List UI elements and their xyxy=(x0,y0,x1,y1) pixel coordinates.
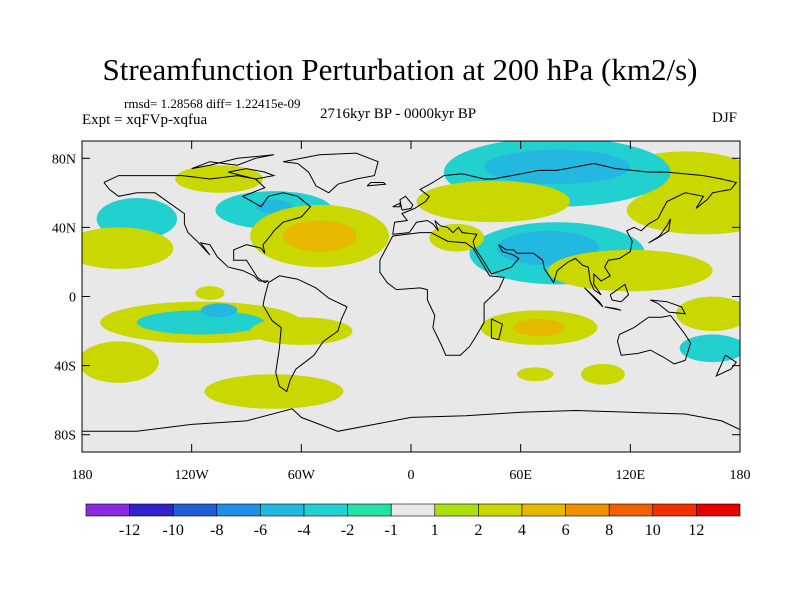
y-tick-label: 0 xyxy=(69,291,76,306)
coastline-5 xyxy=(379,232,505,356)
anomaly-region-24 xyxy=(513,318,565,337)
experiment-label: Expt = xqFVp-xqfua xyxy=(82,112,208,128)
anomaly-region-8 xyxy=(283,220,357,252)
colorbar-swatch xyxy=(608,503,654,517)
colorbar-swatch xyxy=(216,503,261,517)
anomaly-region-27 xyxy=(548,249,713,292)
colorbar-swatch xyxy=(172,503,218,517)
colorbar-label: -8 xyxy=(210,522,223,539)
colorbar-label: -2 xyxy=(341,522,354,539)
anomaly-region-21 xyxy=(204,374,344,409)
colorbar-label: 12 xyxy=(688,522,704,539)
coastline-8 xyxy=(584,287,604,308)
anomaly-region-15 xyxy=(429,223,485,252)
x-tick-label: 60E xyxy=(509,468,532,483)
colorbar-label: 10 xyxy=(645,522,661,539)
colorbar-swatch xyxy=(434,503,479,517)
coastline-19 xyxy=(228,168,276,180)
coastline-12 xyxy=(648,218,671,244)
coastline-4 xyxy=(392,162,738,296)
colorbar-label: 8 xyxy=(605,522,613,539)
colorbar-swatch xyxy=(521,503,566,517)
period-label: 2716kyr BP - 0000kyr BP xyxy=(320,106,477,122)
colorbar-label: 4 xyxy=(518,522,526,539)
anomaly-region-26 xyxy=(517,367,554,382)
x-tick-label: 120E xyxy=(616,468,646,483)
x-tick-label: 180 xyxy=(72,468,93,483)
colorbar-swatch xyxy=(85,503,130,517)
y-axis: 80N 40N 0 40S 80S xyxy=(52,152,740,444)
colorbar-swatch xyxy=(347,503,392,517)
rmsd-label: rmsd= 1.28568 diff= 1.22415e-09 xyxy=(124,96,301,111)
coastline-3 xyxy=(283,152,379,194)
x-tick-label: 0 xyxy=(408,468,415,483)
coastline-7 xyxy=(616,314,692,365)
x-axis: 180 120W 60W 0 60E 120E 180 xyxy=(72,141,751,483)
anomaly-region-19 xyxy=(200,303,238,318)
y-tick-label: 80S xyxy=(54,429,76,444)
y-tick-label: 40S xyxy=(54,360,76,375)
y-tick-label: 80N xyxy=(52,152,76,167)
coastline-15 xyxy=(715,354,738,378)
colorbar-swatch xyxy=(478,503,523,517)
anomaly-region-29 xyxy=(676,296,740,332)
colorbar-swatch xyxy=(565,503,610,517)
colorbar-label: -12 xyxy=(119,522,140,539)
anomaly-region-22 xyxy=(195,286,225,300)
anomaly-region-6 xyxy=(82,227,174,269)
colorbar-label: -10 xyxy=(163,522,184,539)
x-tick-label: 60W xyxy=(288,468,316,483)
chart-title: Streamfunction Perturbation at 200 hPa (… xyxy=(102,52,698,87)
anomaly-region-28 xyxy=(679,334,740,363)
coastline-1 xyxy=(103,175,312,284)
colorbar: -12 -10 -8 -6 -4 -2 -1 1 2 4 6 8 10 12 xyxy=(85,503,741,539)
colorbar-swatch xyxy=(303,503,348,517)
colorbar-swatch xyxy=(129,503,174,517)
anomaly-region-17 xyxy=(136,310,265,335)
coastline-11 xyxy=(650,299,687,315)
anomaly-region-25 xyxy=(580,363,625,385)
coastline-6 xyxy=(490,318,503,341)
colorbar-label: 1 xyxy=(431,522,439,539)
colorbar-swatch xyxy=(260,503,305,517)
colorbar-label: 6 xyxy=(562,522,570,539)
anomaly-region-20 xyxy=(82,341,159,383)
colorbar-swatch xyxy=(696,503,741,517)
colorbar-label: -4 xyxy=(297,522,310,539)
anomaly-region-11 xyxy=(416,180,571,223)
anomaly-region-18 xyxy=(250,317,353,345)
coastline-16 xyxy=(366,182,387,187)
coastline-10 xyxy=(609,283,630,303)
x-tick-label: 180 xyxy=(730,468,751,483)
colorbar-swatch xyxy=(652,503,697,517)
x-tick-label: 120W xyxy=(175,468,210,483)
coastline-17 xyxy=(82,408,740,432)
colorbar-label: -1 xyxy=(385,522,398,539)
coastline-18 xyxy=(191,154,274,170)
colorbar-label: 2 xyxy=(474,522,482,539)
anomaly-region-2 xyxy=(175,165,263,193)
coastline-9 xyxy=(604,306,622,311)
anomaly-region-12 xyxy=(626,185,740,235)
coastline-2 xyxy=(262,275,348,393)
y-tick-label: 40N xyxy=(52,221,76,236)
anomaly-region-10 xyxy=(484,149,631,185)
coastline-14 xyxy=(392,202,401,208)
season-label: DJF xyxy=(712,110,738,126)
colorbar-label: -6 xyxy=(254,522,267,539)
colorbar-swatch xyxy=(390,503,436,517)
coastlines xyxy=(82,152,740,432)
coastline-13 xyxy=(399,195,414,211)
anomaly-regions xyxy=(82,141,740,409)
